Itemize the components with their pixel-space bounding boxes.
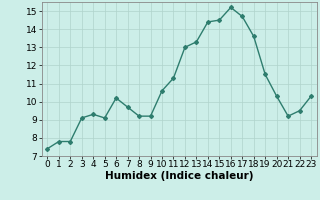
X-axis label: Humidex (Indice chaleur): Humidex (Indice chaleur) [105, 171, 253, 181]
